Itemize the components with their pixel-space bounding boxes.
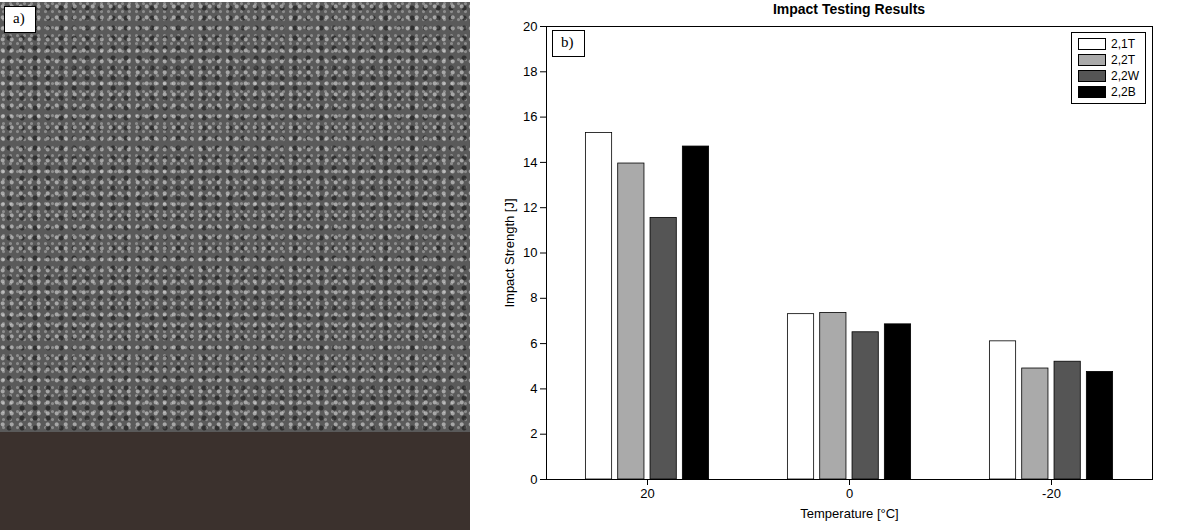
html-text:Impact Testing Results: Impact Testing Results: [772, 1, 926, 17]
svg-text:6: 6: [530, 336, 537, 351]
svg-text:0: 0: [846, 486, 853, 501]
html-text:2,2T: 2,2T: [1111, 53, 1135, 67]
svg-text:14: 14: [523, 155, 537, 170]
html-text:2,2W: 2,2W: [1111, 69, 1139, 83]
svg-text:20: 20: [523, 19, 537, 34]
html-text:2,2B: 2,2B: [1111, 85, 1136, 99]
html-text:2,1T: 2,1T: [1111, 37, 1135, 51]
svg-text:18: 18: [523, 64, 537, 79]
svg-text:20: 20: [640, 486, 654, 501]
html-text:b): b): [561, 34, 574, 50]
svg-text:16: 16: [523, 109, 537, 124]
svg-text:-20: -20: [1042, 486, 1061, 501]
svg-text:2: 2: [530, 426, 537, 441]
svg-text:Impact Strength [J]: Impact Strength [J]: [502, 198, 517, 307]
svg-text:Temperature [°C]: Temperature [°C]: [800, 506, 898, 521]
svg-text:0: 0: [530, 472, 537, 487]
svg-text:4: 4: [530, 381, 537, 396]
svg-text:10: 10: [523, 245, 537, 260]
html-text:a): a): [13, 10, 25, 26]
svg-text:12: 12: [523, 200, 537, 215]
svg-text:8: 8: [530, 290, 537, 305]
